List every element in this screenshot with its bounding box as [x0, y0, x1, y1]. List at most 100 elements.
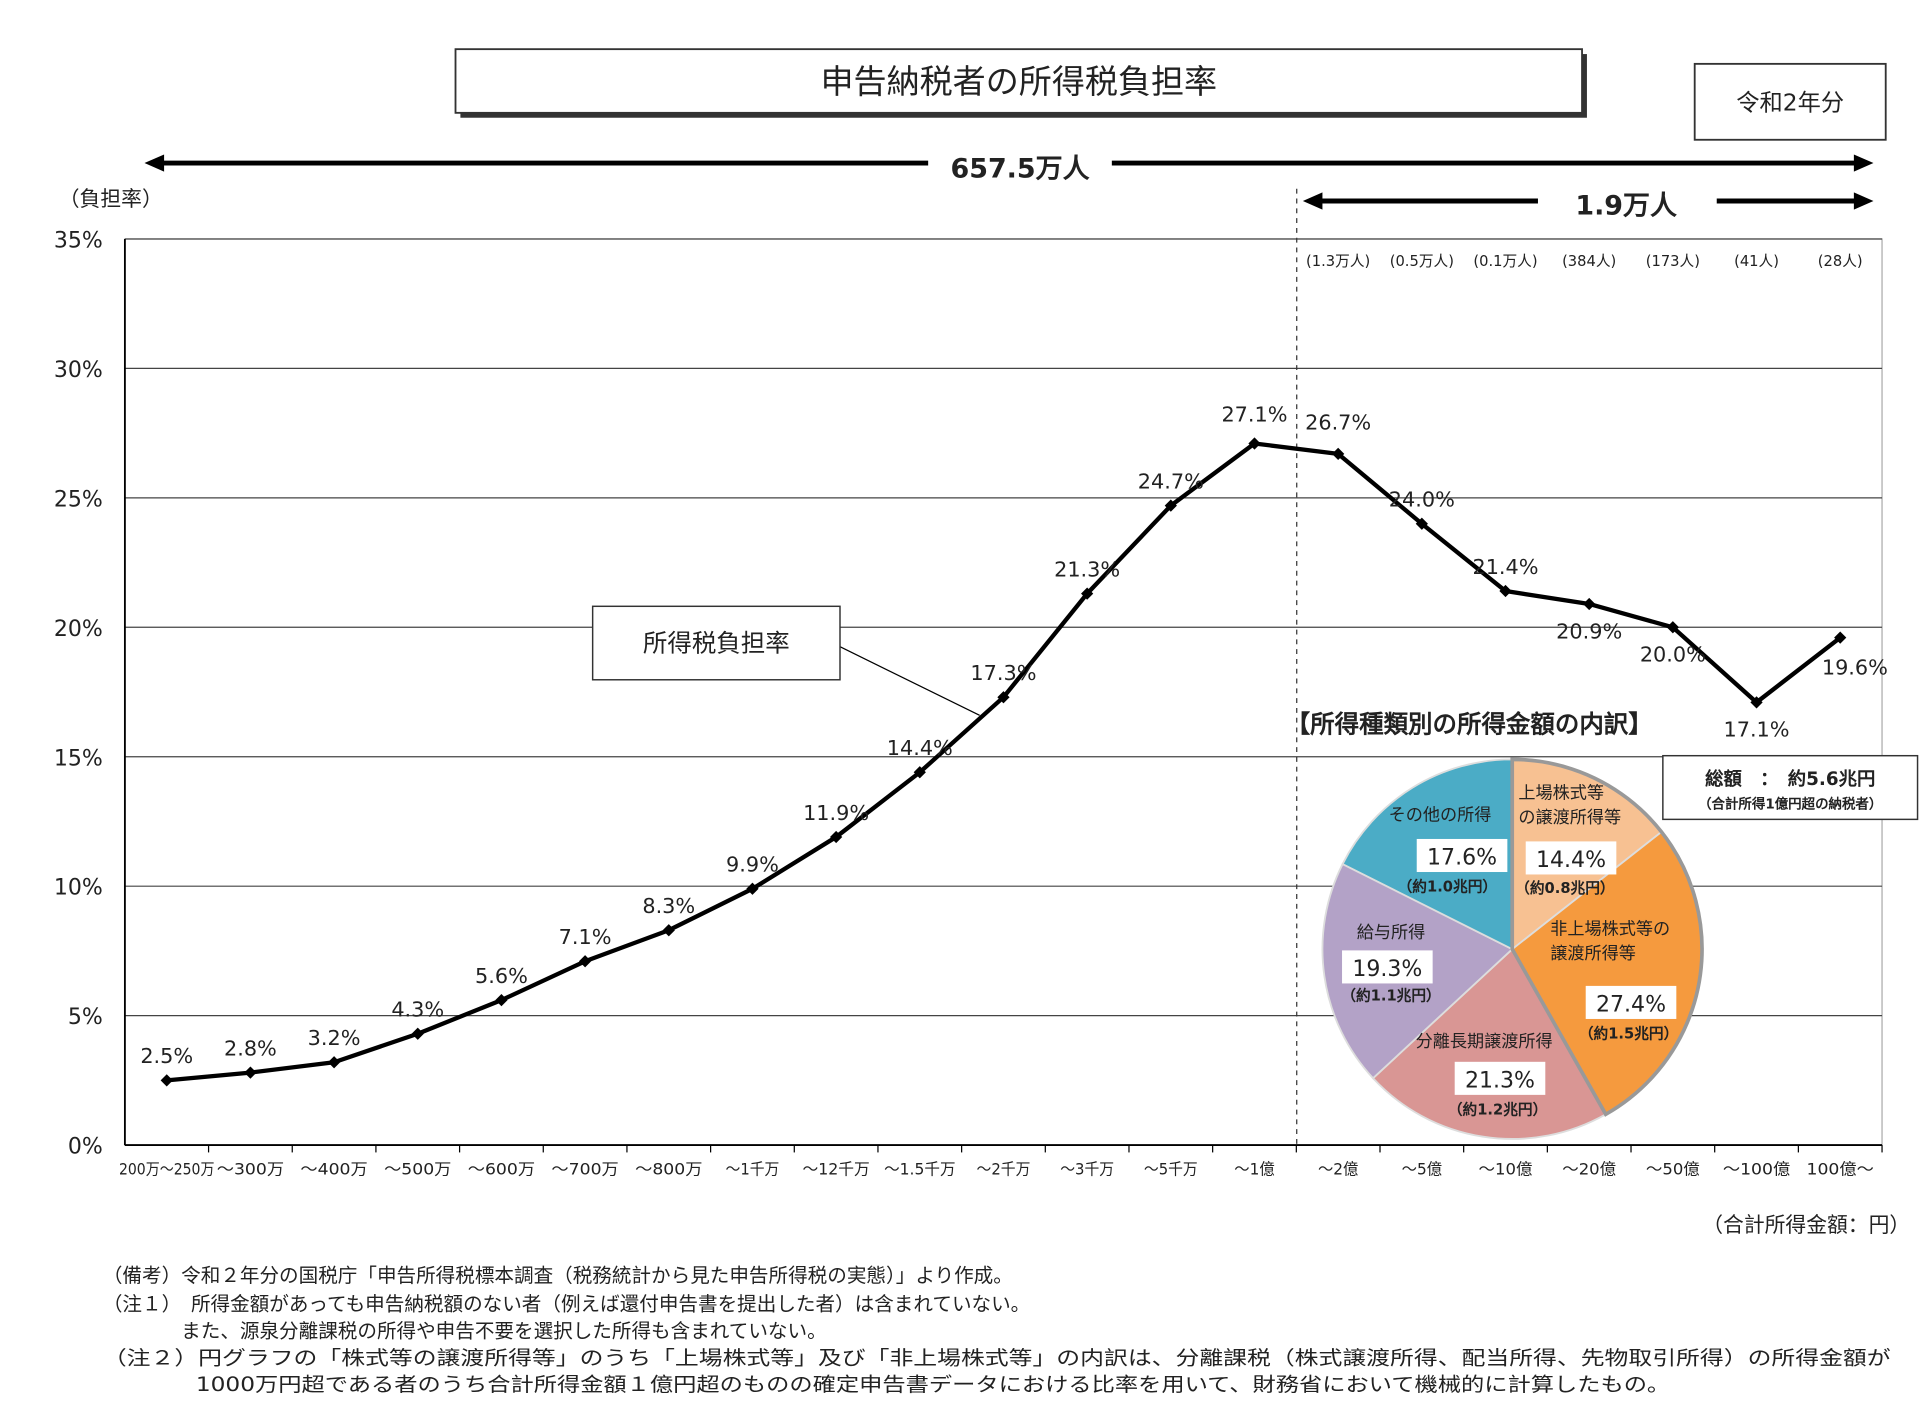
pie-slice-name: その他の所得	[1389, 806, 1492, 826]
y-tick-label: 25%	[54, 487, 103, 512]
count-label: (41人)	[1734, 253, 1779, 270]
data-point	[662, 924, 675, 937]
pie-value-label: 14.4%	[1536, 848, 1606, 873]
y-tick-label: 15%	[54, 746, 103, 771]
pie-value-label: 17.6%	[1427, 846, 1497, 871]
note-line: （備考）令和２年分の国税庁「申告所得税標本調査（税務統計から見た申告所得税の実態…	[103, 1264, 1013, 1287]
count-label: (0.5万人)	[1390, 253, 1454, 270]
x-tick-label: ～1千万	[726, 1159, 780, 1178]
x-tick-label: ～2億	[1318, 1159, 1358, 1178]
x-tick-label: 100億～	[1807, 1159, 1874, 1178]
data-label: 4.3%	[391, 998, 444, 1022]
pie-total: 総額 ： 約5.6兆円	[1705, 768, 1875, 790]
data-label: 17.3%	[970, 661, 1036, 685]
x-tick-label: ～5億	[1402, 1159, 1442, 1178]
y-tick-label: 20%	[54, 617, 103, 642]
series-callout-line	[839, 646, 980, 716]
pie-amount-label: （約1.0兆円）	[1398, 878, 1497, 896]
data-label: 3.2%	[308, 1026, 361, 1050]
data-label: 2.5%	[140, 1044, 193, 1068]
x-tick-label: ～500万	[384, 1159, 451, 1178]
pie-value-label: 21.3%	[1465, 1069, 1535, 1094]
pie-amount-label: （約1.5兆円）	[1579, 1025, 1678, 1043]
series-callout-box	[591, 605, 841, 681]
x-tick-label: ～5千万	[1144, 1159, 1198, 1178]
data-label: 24.0%	[1389, 488, 1455, 512]
data-point	[830, 830, 843, 844]
data-point	[1332, 447, 1345, 460]
pie-slice-name: 給与所得	[1357, 923, 1426, 943]
x-tick-label: ～700万	[551, 1159, 618, 1178]
x-tick-label: ～100億	[1723, 1159, 1790, 1178]
pie-amount-label: （約0.8兆円）	[1515, 879, 1614, 897]
data-label: 19.6%	[1822, 655, 1888, 679]
y-tick-label: 0%	[68, 1135, 103, 1160]
pie-value-box	[1585, 985, 1677, 1019]
x-tick-label: ～50億	[1646, 1159, 1700, 1178]
data-label: 27.1%	[1221, 402, 1287, 426]
pie-slice-name: 譲渡所得等	[1550, 944, 1636, 964]
pie-slice	[1371, 947, 1608, 1140]
note-line: 1000万円超である者のうち合計所得金額１億円超のものの確定申告書データにおける…	[103, 1373, 1670, 1396]
pie-value-box	[1525, 841, 1617, 875]
pie-value-label: 27.4%	[1596, 993, 1666, 1018]
year-badge-box	[1693, 62, 1887, 141]
high-span-label: 1.9万人	[1575, 190, 1677, 221]
pie-value-box	[1342, 950, 1433, 984]
data-label: 20.9%	[1556, 619, 1622, 643]
pie-amount-label: （約1.1兆円）	[1341, 987, 1440, 1005]
note-line: （注１） 所得金額があっても申告納税額のない者（例えば還付申告書を提出した者）は…	[103, 1292, 1030, 1315]
data-label: 9.9%	[726, 853, 779, 877]
data-point	[997, 691, 1010, 704]
data-label: 2.8%	[224, 1036, 277, 1060]
title-box	[454, 48, 1583, 114]
y-tick-label: 10%	[54, 876, 103, 901]
data-point	[411, 1027, 424, 1040]
x-tick-label: ～800万	[635, 1159, 702, 1178]
x-tick-label: ～12千万	[802, 1159, 869, 1178]
y-tick-label: 30%	[54, 358, 103, 383]
data-point	[746, 882, 759, 895]
data-label: 24.7%	[1138, 469, 1204, 493]
y-tick-label: 5%	[68, 1005, 103, 1030]
data-point	[1666, 621, 1679, 634]
chart-title: 申告納税者の所得税負担率	[820, 62, 1217, 101]
pie-total-box	[1662, 754, 1919, 821]
data-point	[1583, 597, 1596, 611]
note-line: また、源泉分離課税の所得や申告不要を選択した所得も含まれていない。	[103, 1319, 827, 1342]
data-point	[327, 1056, 341, 1069]
x-axis-label: （合計所得金額：円）	[1702, 1213, 1910, 1237]
count-label: (28人)	[1818, 253, 1863, 270]
pie-total-note: （合計所得1億円超の納税者）	[1698, 795, 1882, 812]
data-label: 21.4%	[1472, 555, 1538, 579]
data-label: 5.6%	[475, 964, 528, 988]
count-label: (384人)	[1562, 253, 1616, 270]
data-point	[1248, 437, 1261, 450]
pie-slice-name: 上場株式等	[1518, 784, 1604, 804]
x-tick-label: ～20億	[1562, 1159, 1616, 1178]
x-tick-label: ～3千万	[1060, 1159, 1114, 1178]
data-point	[495, 993, 508, 1007]
pie-value-label: 19.3%	[1352, 957, 1422, 982]
y-axis-label: （負担率）	[59, 187, 163, 211]
data-label: 11.9%	[803, 801, 869, 825]
pie-amount-label: （約1.2兆円）	[1448, 1100, 1547, 1118]
x-tick-label: ～300万	[217, 1159, 284, 1178]
count-label: (173人)	[1646, 253, 1700, 270]
series-name-label: 所得税負担率	[643, 629, 790, 658]
data-point	[1750, 696, 1763, 709]
note-line: （注２）円グラフの「株式等の譲渡所得等」のうち「上場株式等」及び「非上場株式等」…	[103, 1346, 1891, 1369]
x-tick-label: ～1億	[1234, 1159, 1274, 1178]
data-label: 21.3%	[1054, 557, 1120, 581]
pie-slice-name: 分離長期譲渡所得	[1416, 1032, 1553, 1052]
data-label: 17.1%	[1723, 718, 1789, 742]
pie-slice-name: 非上場株式等の	[1550, 919, 1670, 939]
data-label: 20.0%	[1640, 643, 1706, 667]
pie-slice-name: の譲渡所得等	[1518, 808, 1621, 828]
pie-value-box	[1416, 838, 1508, 873]
pie-title: 【所得種類別の所得金額の内訳】	[1286, 709, 1653, 738]
stock-slices-outline	[1510, 757, 1704, 1117]
x-tick-label: ～2千万	[977, 1159, 1031, 1178]
count-label: (1.3万人)	[1306, 253, 1370, 270]
x-tick-label: ～600万	[468, 1159, 535, 1178]
